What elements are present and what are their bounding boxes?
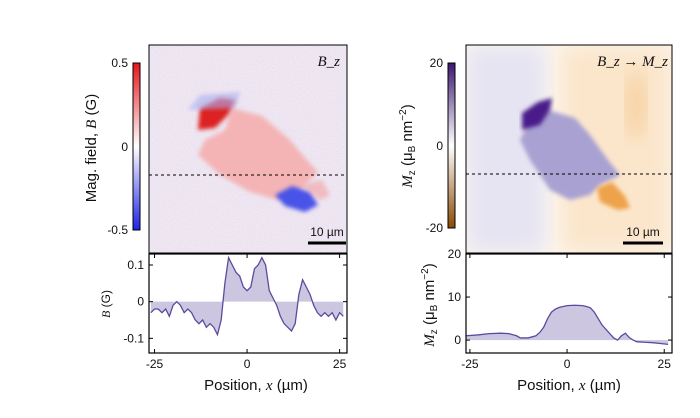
x-tick-label: 0	[564, 357, 571, 371]
b-profile-plot: -25 0 25 0.1 0 -0.1	[123, 253, 348, 371]
y-axis-label-b: B (G)	[99, 290, 113, 318]
blue-edge-blob	[275, 186, 318, 212]
y-tick-label: 20	[448, 247, 462, 261]
x-tick-label: 25	[658, 357, 672, 371]
dark-purple-blob	[522, 98, 552, 130]
y-tick-label: 0.1	[127, 258, 144, 272]
y-axis-label-mz: Mz (μB nm−2)	[420, 263, 440, 347]
colorbar-label-right: Mz (μB nm−2)	[398, 104, 418, 188]
profile-line	[150, 255, 344, 337]
cb-tick: -0.5	[107, 223, 128, 237]
mz-map	[466, 45, 672, 253]
cb-tick: -20	[426, 221, 444, 235]
red-halo	[300, 180, 330, 200]
cb-tick: 0.5	[111, 56, 128, 70]
cb-tick: 0	[436, 139, 443, 153]
y-tick-label: 0	[454, 333, 461, 347]
flake-region	[520, 110, 620, 200]
cb-tick: 20	[430, 56, 444, 70]
colorbar-label-left: Mag. field, B (G)	[83, 94, 100, 202]
flake-positive-region	[198, 108, 318, 200]
x-tick-label: -25	[461, 357, 479, 371]
cb-tick: 0	[121, 140, 128, 154]
scale-bar-label: 10 µm	[310, 225, 344, 239]
profile-line	[465, 304, 669, 346]
colorbar-right	[447, 62, 456, 229]
orange-blob	[597, 182, 630, 210]
plot-frame	[465, 253, 673, 354]
profile-fill	[466, 305, 669, 345]
map-title-right: B_z → M_z	[597, 54, 668, 70]
y-tick-label: 0	[137, 295, 144, 309]
x-tick-label: 0	[244, 357, 251, 371]
scale-bar-label: 10 µm	[626, 225, 660, 239]
plot-frame	[148, 253, 348, 354]
x-axis-label-left: Position, x (µm)	[204, 377, 308, 394]
x-tick-label: -25	[146, 357, 164, 371]
map-title-left: B_z	[318, 54, 341, 70]
y-tick-label: 10	[448, 290, 462, 304]
bz-map	[149, 45, 347, 253]
x-axis-label-right: Position, x (µm)	[517, 377, 621, 394]
x-tick-label: 25	[333, 357, 347, 371]
blue-halo	[188, 92, 240, 110]
profile-fill	[150, 257, 344, 335]
y-tick-label: -0.1	[123, 331, 144, 345]
colorbar-left	[132, 62, 141, 231]
